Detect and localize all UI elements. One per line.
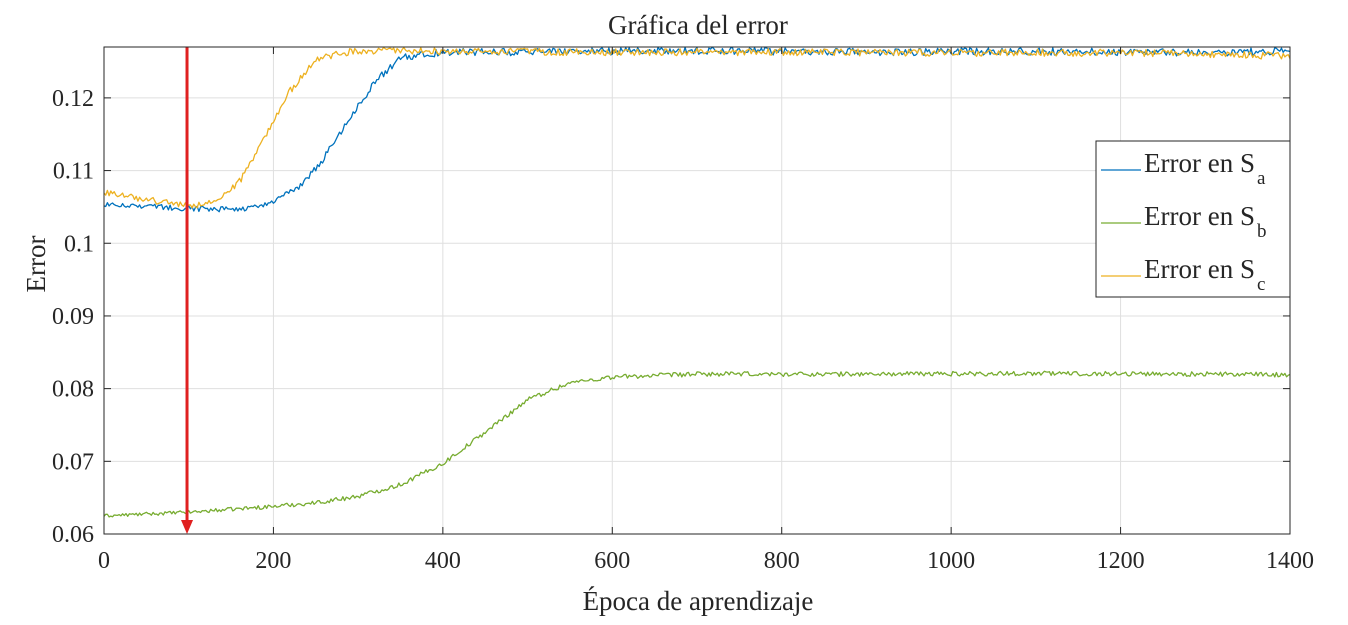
series-line-sc: [103, 46, 1291, 209]
y-tick-label: 0.12: [52, 86, 94, 112]
legend-subscript-sa: a: [1257, 168, 1266, 189]
y-tick-label: 0.11: [53, 159, 94, 185]
x-tick-label: 1400: [1266, 548, 1314, 574]
x-tick-label: 0: [98, 548, 110, 574]
x-tick-label: 400: [425, 548, 461, 574]
series-line-sb: [103, 370, 1291, 518]
legend-box: [1095, 140, 1291, 298]
y-tick-label: 0.1: [64, 231, 94, 257]
legend-subscript-sb: b: [1257, 221, 1267, 242]
x-axis-title: Época de aprendizaje: [583, 586, 814, 616]
chart-title: Gráfica del error: [608, 10, 788, 40]
x-tick-label: 200: [255, 548, 291, 574]
x-tick-label: 600: [594, 548, 630, 574]
y-axis-title: Error: [21, 236, 51, 293]
x-tick-label: 1000: [927, 548, 975, 574]
legend-subscript-sc: c: [1257, 274, 1265, 295]
ticks: 0 200 400 600 800 1000 1200 1400 0.06 0.07 0.08 0.0…: [52, 47, 1314, 574]
red-arrow-head: [181, 520, 194, 534]
y-tick-label: 0.07: [52, 449, 94, 475]
y-tick-label: 0.08: [52, 377, 94, 403]
grid: [103, 47, 1291, 535]
x-tick-label: 1200: [1097, 548, 1145, 574]
x-tick-label: 800: [764, 548, 800, 574]
y-tick-label: 0.09: [52, 304, 94, 330]
annotation-layer: [181, 47, 194, 534]
y-tick-label: 0.06: [52, 522, 94, 548]
